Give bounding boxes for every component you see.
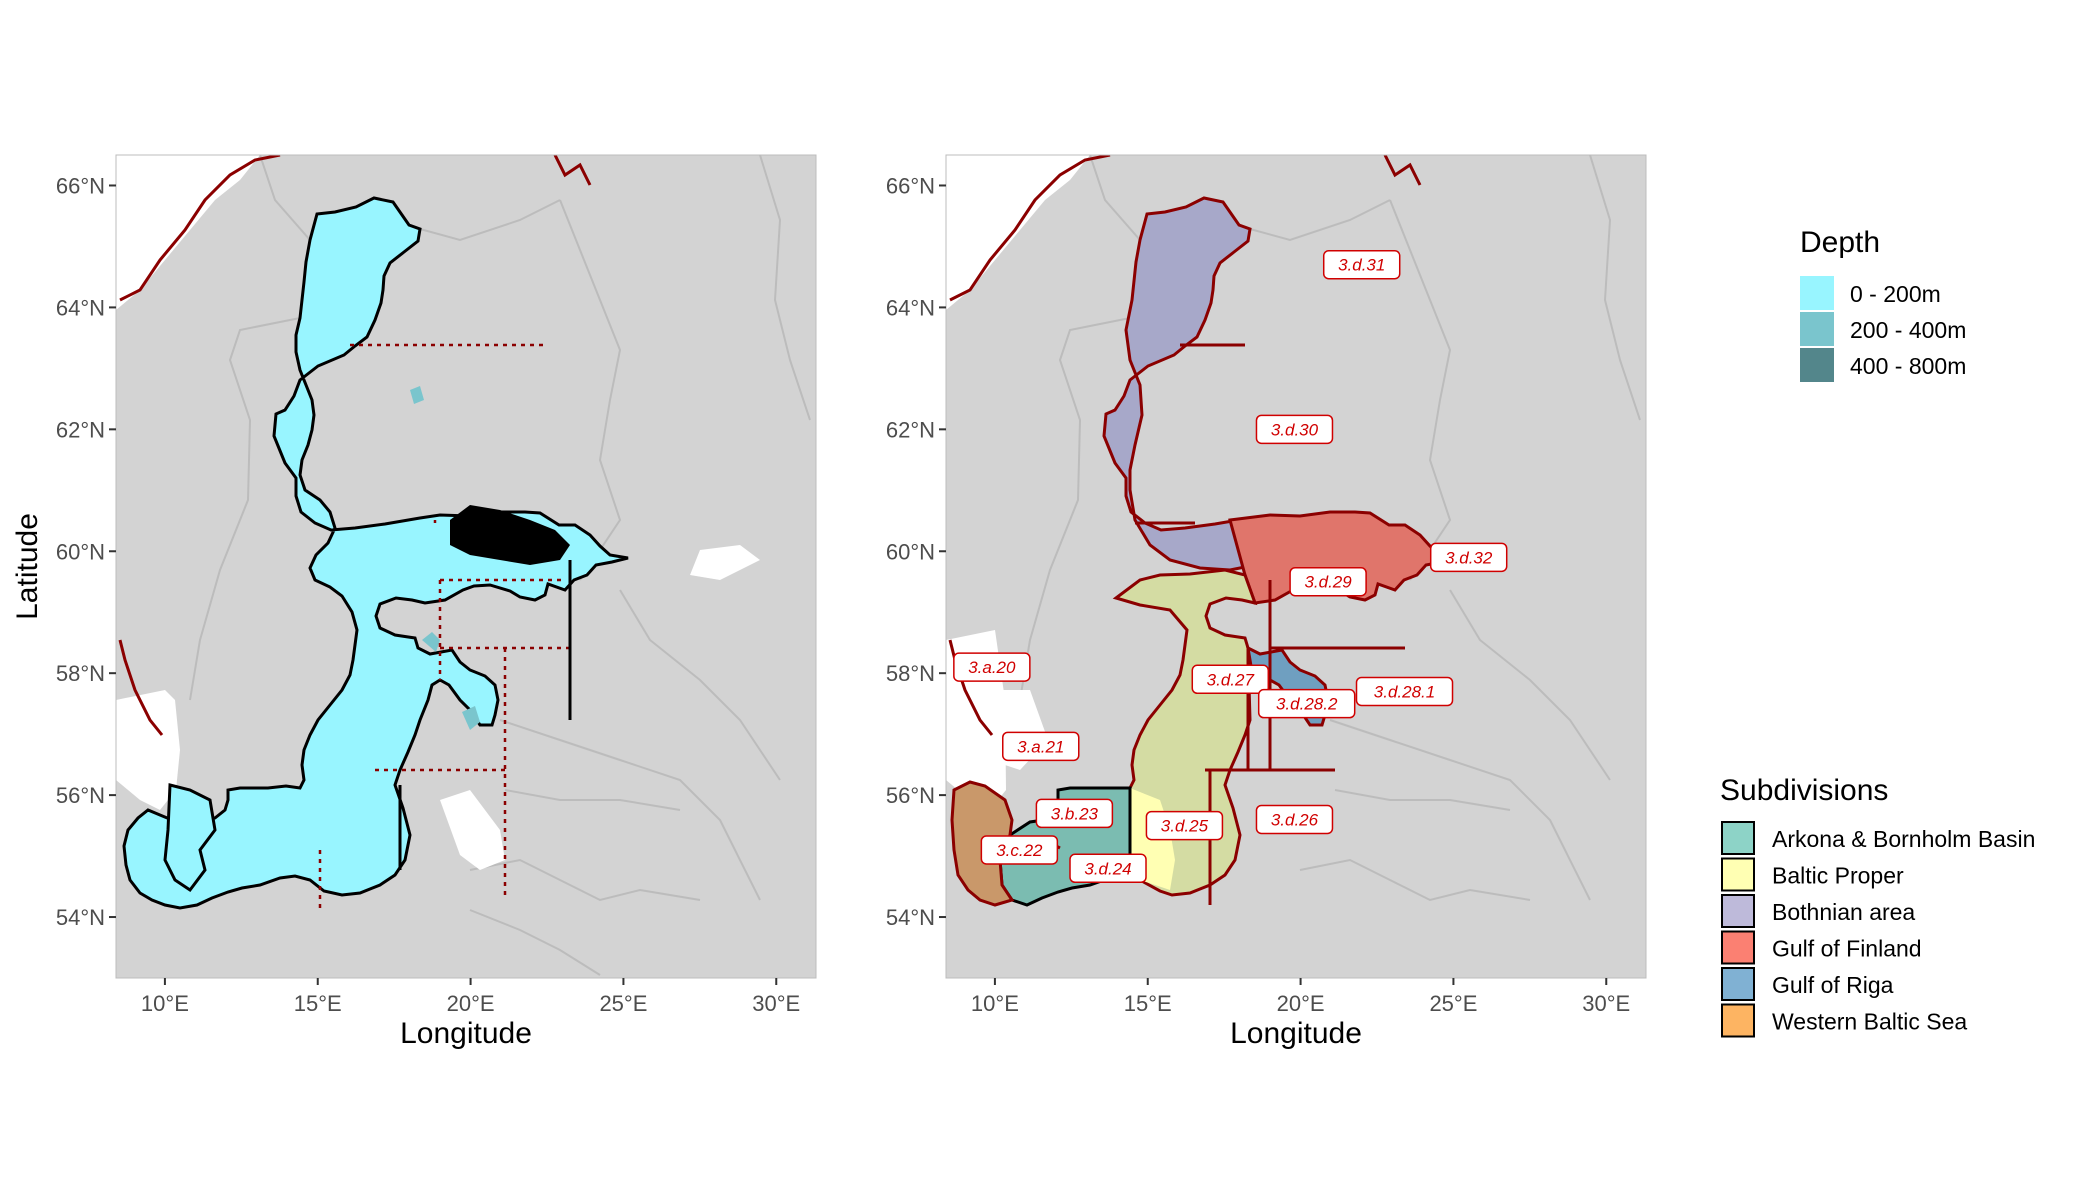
depth-legend-label: 0 - 200m	[1850, 281, 1941, 307]
subdivision-legend-label: Gulf of Finland	[1772, 936, 1922, 962]
subdivision-label-text: 3.d.28.1	[1374, 682, 1435, 701]
x-tick-label: 20°E	[1277, 991, 1325, 1016]
subdivision-label-text: 3.d.32	[1445, 548, 1493, 567]
y-tick-label: 54°N	[56, 905, 105, 930]
subdivision-labels: 3.d.31 3.d.30 3.d.32 3.d.29 3.d.27 3.d.28.2 3.…	[953, 249, 1508, 884]
subdivision-label-text: 3.d.26	[1271, 810, 1319, 829]
depth-legend-swatch	[1800, 312, 1834, 346]
subdivision-legend-swatch	[1721, 857, 1755, 892]
archipelago-mass	[450, 505, 570, 565]
subdivision-legend-swatch	[1721, 1003, 1755, 1038]
x-axis-title: Longitude	[1230, 1017, 1362, 1050]
x-tick-label: 25°E	[599, 991, 647, 1016]
skagerrak-region	[116, 690, 180, 810]
subdivision-label: 3.d.27	[1191, 664, 1270, 695]
x-tick-label: 30°E	[1582, 991, 1630, 1016]
y-tick-label: 64°N	[56, 295, 105, 320]
y-axis-title: Latitude	[11, 513, 44, 620]
country-borders-right	[1019, 155, 1641, 902]
depth-200-400-patch-a	[422, 632, 440, 652]
y-tick-label: 54°N	[886, 905, 935, 930]
subdivision-legend-label: Bothnian area	[1772, 899, 1915, 925]
depth-200-400-patch-c	[410, 386, 424, 404]
x-tick-label: 30°E	[752, 991, 800, 1016]
subdivision-label: 3.d.28.2	[1257, 688, 1356, 719]
subdivision-label: 3.d.29	[1289, 566, 1367, 597]
subdivision-label: 3.d.24	[1069, 853, 1147, 884]
x-tick-label: 15°E	[1124, 991, 1172, 1016]
subdivision-label-text: 3.b.23	[1051, 804, 1099, 823]
y-tick-label: 64°N	[886, 295, 935, 320]
subdivision-label-text: 3.d.24	[1084, 859, 1131, 878]
gulf-finland-inner	[690, 545, 760, 580]
denmark-waters	[163, 783, 217, 893]
subdivision-legend-label: Arkona & Bornholm Basin	[1772, 826, 2035, 852]
subdivision-label-text: 3.d.25	[1161, 817, 1209, 836]
coastline-left	[118, 155, 592, 737]
subdivision-legend-swatch	[1721, 967, 1755, 1001]
depth-legend-swatch	[1800, 276, 1834, 310]
subdivision-legend-label: Baltic Proper	[1772, 863, 1904, 889]
subdivision-label: 3.d.26	[1255, 804, 1334, 835]
subdivision-label-text: 3.d.31	[1338, 256, 1385, 275]
subdivision-label-text: 3.a.21	[1017, 737, 1064, 756]
shallow-white-area	[440, 790, 505, 870]
depth-legend-label: 400 - 800m	[1850, 353, 1966, 379]
y-tick-label: 60°N	[56, 539, 105, 564]
x-tick-label: 10°E	[141, 991, 189, 1016]
y-tick-label: 66°N	[886, 173, 935, 198]
subdivision-boundaries-left	[318, 343, 570, 910]
subdivision-legend: Subdivisions Arkona & Bornholm Basin Balt…	[1720, 774, 2035, 1038]
subdivision-legend-label: Gulf of Riga	[1772, 972, 1894, 998]
depth-legend-label: 200 - 400m	[1850, 317, 1966, 343]
y-tick-label: 58°N	[56, 661, 105, 686]
y-tick-label: 56°N	[56, 783, 105, 808]
subdivision-label: 3.a.20	[953, 652, 1031, 682]
subdivision-label: 3.d.31	[1322, 249, 1401, 280]
subdivision-label: 3.d.28.1	[1355, 676, 1454, 707]
subdivision-label-text: 3.d.30	[1271, 420, 1319, 439]
y-tick-label: 58°N	[886, 661, 935, 686]
subdivision-label: 3.d.30	[1255, 414, 1334, 445]
country-borders	[189, 155, 811, 976]
subdivision-label: 3.c.22	[980, 835, 1059, 865]
depth-legend-title: Depth	[1800, 226, 1880, 259]
subdivision-label: 3.b.23	[1035, 798, 1114, 829]
subdivision-legend-swatch	[1721, 894, 1755, 928]
subdivision-label-text: 3.d.28.2	[1276, 695, 1338, 714]
y-tick-label: 66°N	[56, 173, 105, 198]
subdivision-label-text: 3.d.29	[1304, 573, 1352, 592]
y-tick-label: 56°N	[886, 783, 935, 808]
x-axis-title: Longitude	[400, 1017, 532, 1050]
x-tick-label: 20°E	[447, 991, 495, 1016]
depth-legend: Depth 0 - 200m 200 - 400m 400 - 800m	[1800, 226, 1966, 382]
subdivision-label-text: 3.d.27	[1207, 670, 1255, 689]
subdivision-legend-swatch	[1721, 821, 1755, 855]
depth-map-panel	[115, 154, 817, 979]
x-tick-label: 25°E	[1429, 991, 1477, 1016]
subdivision-label-text: 3.a.20	[968, 658, 1016, 677]
depth-legend-swatch	[1800, 348, 1834, 382]
subdivision-legend-label: Western Baltic Sea	[1772, 1009, 1967, 1035]
bothnian-area	[1102, 196, 1283, 572]
x-tick-label: 10°E	[971, 991, 1019, 1016]
y-tick-label: 62°N	[56, 417, 105, 442]
subdivision-legend-title: Subdivisions	[1720, 774, 1888, 807]
subdivision-label: 3.d.32	[1429, 542, 1508, 573]
y-tick-label: 62°N	[886, 417, 935, 442]
subdivision-map-panel: 3.d.31 3.d.30 3.d.32 3.d.29 3.d.27 3.d.28.2 3.…	[945, 154, 1647, 979]
x-tick-label: 15°E	[294, 991, 342, 1016]
y-tick-label: 60°N	[886, 539, 935, 564]
subdivision-label: 3.a.21	[1002, 731, 1080, 762]
depth-200-400-patch-b	[462, 706, 480, 730]
subdivision-label: 3.d.25	[1145, 810, 1224, 841]
subdivision-label-text: 3.c.22	[996, 841, 1043, 860]
subdivision-legend-swatch	[1721, 930, 1755, 965]
